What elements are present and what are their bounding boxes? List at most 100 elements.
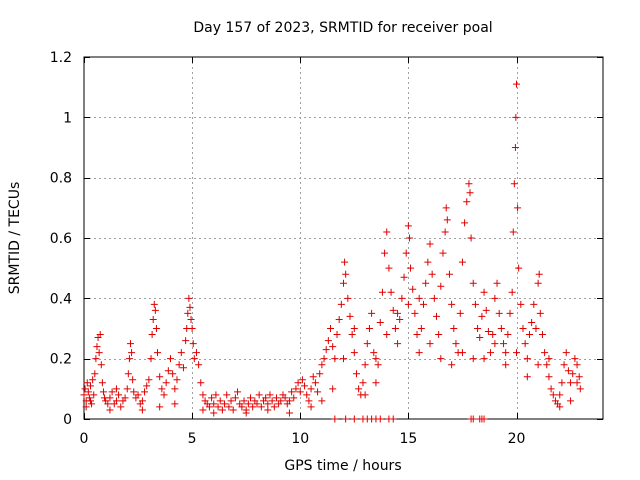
data-point xyxy=(480,415,488,423)
data-point xyxy=(329,343,337,351)
y-tick-label: 0.8 xyxy=(50,171,72,187)
data-point xyxy=(189,340,197,348)
data-point xyxy=(560,361,568,369)
data-point xyxy=(138,406,146,414)
data-point xyxy=(525,331,533,339)
y-axis-label: SRMTID / TECUs xyxy=(7,182,23,295)
data-point xyxy=(376,415,384,423)
data-point xyxy=(564,367,572,375)
data-point xyxy=(562,349,570,357)
data-point xyxy=(402,249,410,257)
data-point xyxy=(192,349,200,357)
data-point xyxy=(90,391,98,399)
data-point xyxy=(534,279,542,287)
data-point xyxy=(515,264,523,272)
data-point xyxy=(294,379,302,387)
data-point xyxy=(543,361,551,369)
data-point xyxy=(513,349,520,357)
data-point xyxy=(138,397,146,405)
data-point xyxy=(404,222,412,230)
data-point xyxy=(556,391,564,399)
data-point xyxy=(91,370,99,378)
data-point xyxy=(381,249,389,257)
x-tick-label: 20 xyxy=(508,431,526,447)
data-point xyxy=(437,282,445,290)
data-point xyxy=(573,379,581,387)
data-point xyxy=(316,370,324,378)
data-point xyxy=(541,349,549,357)
data-point xyxy=(443,216,451,224)
data-point xyxy=(491,340,499,348)
data-point xyxy=(337,300,345,308)
data-point xyxy=(495,309,503,317)
data-point xyxy=(218,406,226,414)
data-point xyxy=(264,400,272,408)
data-point xyxy=(422,279,430,287)
data-point xyxy=(150,300,158,308)
data-point xyxy=(234,388,242,396)
data-point xyxy=(573,361,581,369)
data-point xyxy=(314,388,322,396)
data-point xyxy=(253,400,261,408)
data-point xyxy=(576,385,584,393)
data-point xyxy=(141,388,149,396)
data-point xyxy=(264,406,272,414)
data-point xyxy=(341,258,349,266)
data-point xyxy=(143,382,151,390)
data-point xyxy=(145,376,153,384)
data-point xyxy=(569,370,577,378)
data-point xyxy=(348,331,356,339)
data-point xyxy=(510,180,518,188)
data-point xyxy=(197,379,205,387)
data-point xyxy=(158,385,166,393)
data-point xyxy=(545,373,553,381)
data-point xyxy=(255,391,263,399)
data-point xyxy=(169,370,177,378)
data-point xyxy=(352,370,360,378)
data-point xyxy=(567,397,575,405)
data-point xyxy=(156,403,164,411)
data-point xyxy=(171,385,179,393)
data-point xyxy=(115,391,123,399)
data-point xyxy=(497,325,505,332)
data-point xyxy=(117,403,125,411)
data-point xyxy=(99,388,107,396)
data-point xyxy=(309,373,317,381)
data-point xyxy=(290,394,298,402)
data-point xyxy=(340,355,347,363)
data-point xyxy=(452,340,460,348)
data-point xyxy=(467,234,475,242)
data-point xyxy=(179,364,187,372)
data-point xyxy=(126,340,134,348)
y-tick-label: 0.2 xyxy=(50,352,72,368)
data-point xyxy=(361,391,369,399)
data-point xyxy=(270,403,278,411)
data-point xyxy=(469,415,477,423)
data-point xyxy=(549,391,557,399)
data-point xyxy=(394,340,402,348)
data-point xyxy=(195,361,203,369)
data-point xyxy=(331,355,339,363)
data-point xyxy=(346,312,354,320)
data-point xyxy=(536,309,544,317)
data-point xyxy=(175,361,183,369)
data-point xyxy=(288,388,296,396)
data-point xyxy=(281,394,289,402)
data-point xyxy=(428,270,436,278)
data-point xyxy=(182,337,190,345)
data-point xyxy=(482,306,490,314)
data-point xyxy=(493,279,501,287)
data-point xyxy=(512,113,520,121)
data-point xyxy=(420,300,428,308)
data-point xyxy=(188,325,196,332)
data-point xyxy=(466,189,474,197)
data-point xyxy=(262,394,270,402)
data-point xyxy=(154,349,162,357)
data-point xyxy=(391,325,399,332)
data-point xyxy=(129,376,137,384)
data-point xyxy=(508,288,516,296)
data-point xyxy=(538,331,546,339)
data-point xyxy=(187,315,195,323)
axis-tick-labels: 0 5 10 15 20 0 0.2 0.4 0.6 0.8 1 1.2 xyxy=(50,50,526,447)
data-point xyxy=(216,397,224,405)
